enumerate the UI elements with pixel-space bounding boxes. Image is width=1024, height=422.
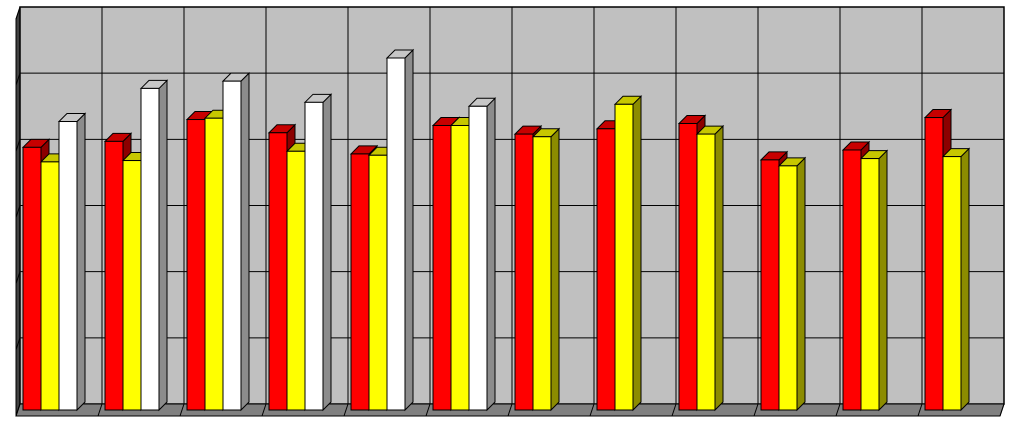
bar-side [796, 156, 806, 412]
gridline-floor [917, 403, 923, 417]
bar-front [204, 117, 224, 411]
bar [941, 147, 971, 412]
bar-side [240, 71, 250, 412]
bar-front [468, 105, 488, 411]
bar-front [924, 117, 944, 411]
gridline-floor [425, 403, 431, 417]
bar [57, 112, 87, 412]
bar-front [104, 140, 124, 411]
gridline-floor [15, 403, 21, 417]
bar [613, 95, 643, 412]
bar-front [760, 159, 780, 411]
gridlines [15, 6, 1005, 417]
bar-front [58, 121, 78, 411]
bar-front [432, 124, 452, 411]
bar [695, 124, 725, 412]
bar-front [614, 103, 634, 411]
bar-front [350, 153, 370, 411]
bar-front [532, 136, 552, 411]
bar-side [550, 127, 560, 412]
bar-front [596, 128, 616, 411]
gridline-floor [671, 403, 677, 417]
gridline-floor [999, 403, 1005, 417]
bar-front [140, 87, 160, 411]
bar-front [678, 122, 698, 411]
bar-front [40, 161, 60, 411]
bar-front [122, 160, 142, 411]
bar [859, 149, 889, 412]
bar-front [22, 146, 42, 411]
gridline-side [15, 6, 21, 20]
gridline-floor [589, 403, 595, 417]
bar [221, 71, 251, 412]
bar-front [304, 101, 324, 411]
bar [385, 48, 415, 412]
bars [21, 48, 971, 412]
gridline-floor [753, 403, 759, 417]
bar [531, 127, 561, 412]
bar-side [632, 95, 642, 412]
gridline-floor [179, 403, 185, 417]
bar-side [714, 124, 724, 412]
gridline-floor [507, 403, 513, 417]
bar-side [960, 147, 970, 412]
gridline-floor [835, 403, 841, 417]
bar-side [158, 79, 168, 412]
gridline-side [15, 205, 21, 218]
bar-side [486, 97, 496, 412]
bar-side [878, 149, 888, 412]
bar [139, 79, 169, 412]
bar-front [222, 80, 242, 411]
bar-front [942, 156, 962, 411]
bar-side [322, 93, 332, 412]
bar [777, 156, 807, 412]
bar-front [778, 165, 798, 411]
bar-front [860, 158, 880, 411]
bar [467, 97, 497, 412]
gridline-side [15, 73, 21, 86]
bar-front [450, 124, 470, 411]
bar-front [186, 119, 206, 411]
bar-front [514, 133, 534, 411]
bar-side [76, 112, 86, 412]
bar-front [368, 154, 388, 411]
bar-front [386, 57, 406, 411]
gridline-floor [97, 403, 103, 417]
gridline-side [15, 337, 21, 350]
bar-front [286, 150, 306, 411]
gridline-floor [343, 403, 349, 417]
bar [303, 93, 333, 412]
gridline-floor [261, 403, 267, 417]
gridline-side [15, 271, 21, 284]
bar-front [842, 149, 862, 411]
gridline-side [15, 139, 21, 152]
bar-front [696, 133, 716, 411]
bar-side [404, 48, 414, 412]
bar-front [268, 132, 288, 411]
